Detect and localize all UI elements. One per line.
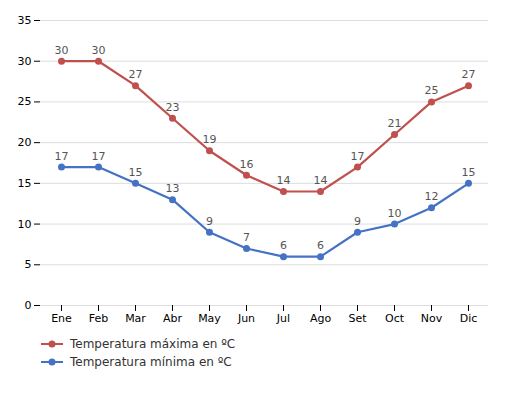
svg-text:5: 5	[25, 258, 32, 271]
svg-text:10: 10	[18, 218, 32, 231]
svg-text:9: 9	[354, 215, 361, 228]
html-text:Temperatura mínima en ºC: Temperatura mínima en ºC	[70, 355, 232, 369]
svg-text:Dic: Dic	[460, 312, 478, 325]
svg-text:17: 17	[351, 150, 365, 163]
svg-text:12: 12	[425, 190, 439, 203]
svg-text:Nov: Nov	[421, 312, 443, 325]
svg-text:Jun: Jun	[237, 312, 255, 325]
svg-text:Ene: Ene	[51, 312, 72, 325]
svg-text:9: 9	[206, 215, 213, 228]
svg-text:30: 30	[92, 44, 106, 57]
html-text:Temperatura máxima en ºC: Temperatura máxima en ºC	[70, 337, 236, 351]
svg-text:16: 16	[240, 158, 254, 171]
svg-text:25: 25	[425, 84, 439, 97]
svg-text:27: 27	[129, 68, 143, 81]
svg-text:Abr: Abr	[163, 312, 183, 325]
svg-text:15: 15	[129, 166, 143, 179]
svg-text:0: 0	[25, 299, 32, 312]
svg-text:Ago: Ago	[310, 312, 332, 325]
svg-text:Mar: Mar	[125, 312, 146, 325]
svg-text:15: 15	[18, 177, 32, 190]
svg-text:14: 14	[314, 174, 328, 187]
svg-text:30: 30	[55, 44, 69, 57]
svg-text:35: 35	[18, 14, 32, 27]
svg-text:20: 20	[18, 136, 32, 149]
svg-text:10: 10	[388, 207, 402, 220]
svg-text:23: 23	[166, 101, 180, 114]
svg-text:6: 6	[280, 239, 287, 252]
svg-text:27: 27	[462, 68, 476, 81]
svg-text:May: May	[198, 312, 221, 325]
svg-text:15: 15	[462, 166, 476, 179]
svg-text:13: 13	[166, 182, 180, 195]
svg-text:14: 14	[277, 174, 291, 187]
svg-text:25: 25	[18, 95, 32, 108]
svg-text:Oct: Oct	[385, 312, 405, 325]
svg-text:Set: Set	[348, 312, 367, 325]
svg-text:17: 17	[92, 150, 106, 163]
svg-text:19: 19	[203, 133, 217, 146]
svg-text:7: 7	[243, 231, 250, 244]
svg-text:Feb: Feb	[89, 312, 108, 325]
svg-text:17: 17	[55, 150, 69, 163]
svg-text:Jul: Jul	[276, 312, 290, 325]
svg-text:21: 21	[388, 117, 402, 130]
svg-text:30: 30	[18, 55, 32, 68]
svg-text:6: 6	[317, 239, 324, 252]
